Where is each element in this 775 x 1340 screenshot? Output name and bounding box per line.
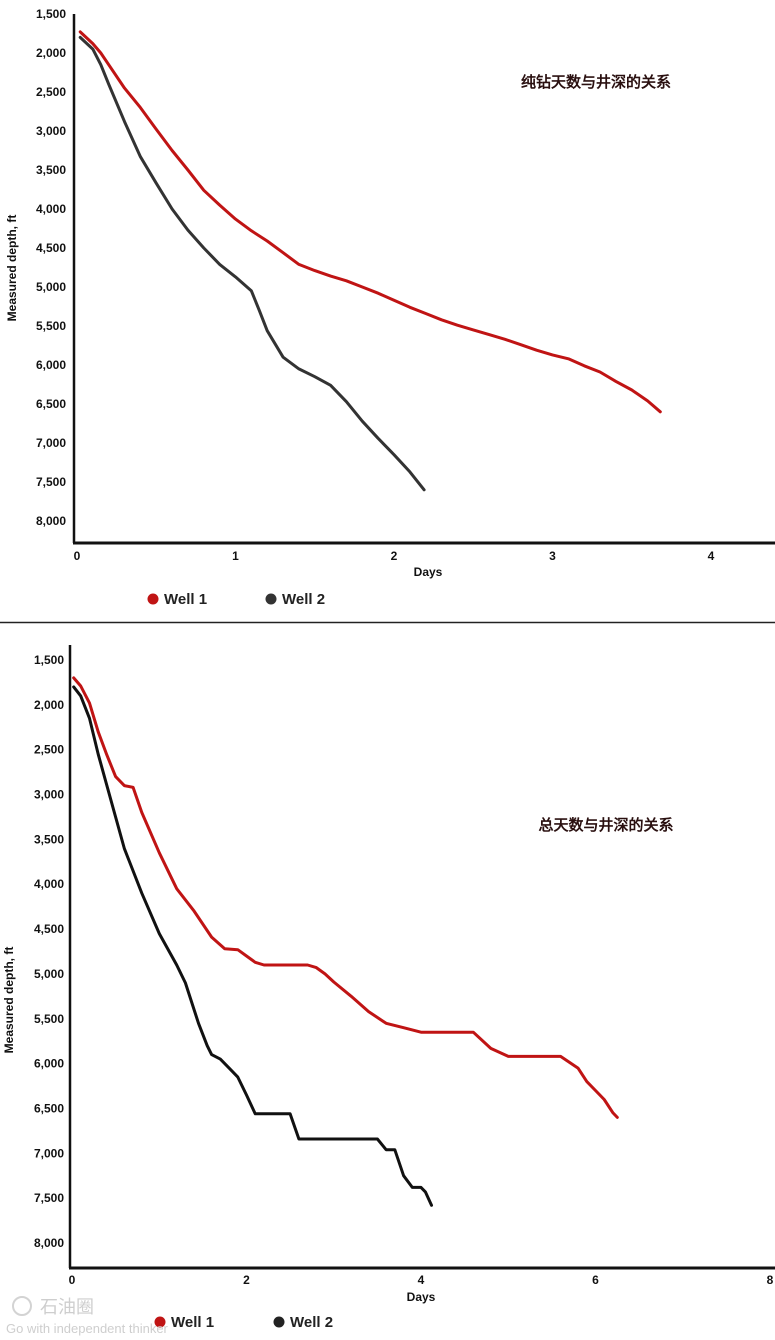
chart-1-x-axis-ticks: 0 1 2 3 4 [74,549,715,563]
chart-1-y-tick-label: 6,000 [36,358,66,372]
watermark-tagline: Go with independent thinker [6,1321,169,1336]
chart-2-y-tick-label: 1,500 [34,653,64,667]
chart-2-series [72,676,619,1207]
chart-1-series [78,30,662,492]
chart-1-x-tick-label: 4 [708,549,715,563]
chart-2-x-tick-label: 0 [69,1273,76,1287]
chart-1-title: 纯钻天数与井深的关系 [521,73,671,91]
chart-1-y-tick-label: 1,500 [36,7,66,21]
chart-1-y-tick-label: 5,000 [36,280,66,294]
chart-1-x-tick-label: 3 [549,549,556,563]
chart-1-y-tick-label: 4,500 [36,241,66,255]
chart-2-legend: Well 1 Well 2 [154,1314,333,1331]
chart-1-series-line-well-1 [78,30,662,414]
chart-2-series-line-well-2 [72,685,433,1207]
chart-2-y-tick-label: 3,500 [34,832,64,846]
chart-2-x-tick-label: 2 [243,1273,250,1287]
chart-2-y-tick-label: 8,000 [34,1236,64,1250]
chart-1-y-axis-ticks: 1,500 2,000 2,500 3,000 3,500 4,000 4,500 5,000… [36,7,66,528]
chart-2-legend-label-well-1: Well 1 [171,1314,214,1331]
chart-1-y-tick-label: 2,500 [36,85,66,99]
chart-2-y-tick-label: 4,500 [34,922,64,936]
chart-1-y-tick-label: 7,500 [36,475,66,489]
chart-1-y-tick-label: 3,500 [36,163,66,177]
chart-2-title: 总天数与井深的关系 [538,816,673,834]
chart-2-x-tick-label: 4 [418,1273,425,1287]
chart-2-total-days: 1,500 2,000 2,500 3,000 3,500 4,000 4,500 5,000… [2,645,775,1331]
chart-1-y-tick-label: 2,000 [36,46,66,60]
chart-2-legend-marker-well-2 [273,1316,285,1328]
chart-2-x-tick-label: 8 [767,1273,774,1287]
chart-1-y-tick-label: 7,000 [36,436,66,450]
chart-2-x-tick-label: 6 [592,1273,599,1287]
chart-1-y-tick-label: 4,000 [36,202,66,216]
chart-1-legend-marker-well-2 [265,593,277,605]
chart-2-y-tick-label: 2,500 [34,743,64,757]
chart-2-y-tick-label: 7,000 [34,1146,64,1160]
chart-2-y-tick-label: 6,000 [34,1057,64,1071]
chart-2-x-axis-title: Days [407,1290,436,1304]
chart-2-y-tick-label: 3,000 [34,788,64,802]
chart-2-y-tick-label: 2,000 [34,698,64,712]
chart-2-y-tick-label: 5,500 [34,1012,64,1026]
chart-2-y-axis-ticks: 1,500 2,000 2,500 3,000 3,500 4,000 4,500 5,000… [34,653,64,1250]
chart-1-x-tick-label: 2 [391,549,398,563]
chart-1-y-tick-label: 6,500 [36,397,66,411]
chart-1-x-tick-label: 1 [232,549,239,563]
watermark-logo-icon [12,1296,32,1316]
watermark-name: 石油圈 [40,1297,94,1317]
chart-2-y-tick-label: 5,000 [34,967,64,981]
chart-1-x-tick-label: 0 [74,549,81,563]
watermark: 石油圈 Go with independent thinker [6,1296,169,1336]
chart-1-y-tick-label: 8,000 [36,514,66,528]
chart-2-y-axis-title: Measured depth, ft [2,947,16,1054]
chart-2-y-tick-label: 7,500 [34,1191,64,1205]
chart-2-legend-marker-well-1 [154,1316,166,1328]
chart-2-x-axis-ticks: 0 2 4 6 8 [69,1273,774,1287]
chart-2-y-tick-label: 6,500 [34,1101,64,1115]
chart-1-legend: Well 1 Well 2 [147,591,325,608]
chart-1-y-tick-label: 5,500 [36,319,66,333]
chart-1-x-axis-title: Days [414,565,443,579]
chart-1-legend-marker-well-1 [147,593,159,605]
chart-2-y-tick-label: 4,000 [34,877,64,891]
chart-1-series-line-well-2 [78,35,426,492]
chart-2-series-line-well-1 [72,676,619,1119]
chart-1-drill-days: 1,500 2,000 2,500 3,000 3,500 4,000 4,500 5,000… [5,7,775,608]
chart-1-y-tick-label: 3,000 [36,124,66,138]
chart-2-legend-label-well-2: Well 2 [290,1314,333,1331]
chart-1-legend-label-well-1: Well 1 [164,591,207,608]
chart-1-y-axis-title: Measured depth, ft [5,215,19,322]
chart-1-legend-label-well-2: Well 2 [282,591,325,608]
